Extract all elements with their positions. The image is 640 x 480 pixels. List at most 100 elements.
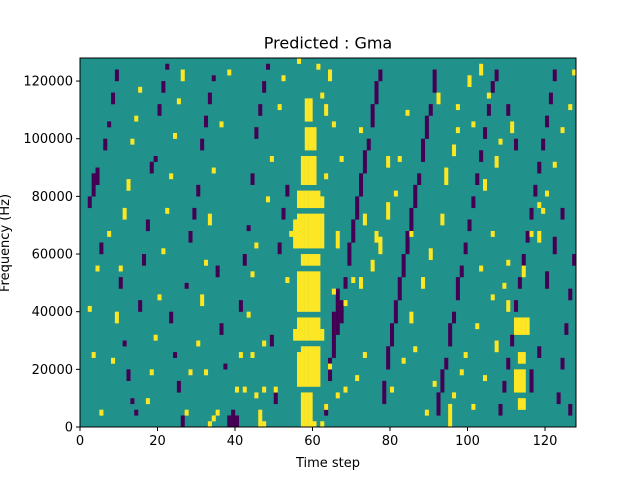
heatmap-cell-low — [192, 207, 197, 220]
heatmap-cell-low — [479, 150, 484, 162]
heatmap-cell-low — [149, 161, 154, 174]
heatmap-cell-high — [273, 386, 278, 393]
heatmap-cell-high — [297, 352, 302, 387]
heatmap-cell-high — [153, 334, 158, 341]
heatmap-cell-high — [331, 288, 336, 295]
heatmap-cell-high — [300, 190, 305, 209]
heatmap-cell-high — [297, 190, 302, 209]
heatmap-cell-high — [300, 271, 305, 312]
heatmap-cell-high — [126, 179, 131, 191]
heatmap-cell-high — [343, 386, 348, 393]
heatmap-cell-high — [308, 190, 313, 209]
heatmap-cell-high — [545, 190, 550, 197]
heatmap-cell-low — [161, 81, 166, 93]
heatmap-cell-high — [494, 156, 499, 168]
heatmap-cell-high — [312, 317, 317, 341]
heatmap-cell-high — [386, 202, 391, 220]
heatmap-cell-high — [568, 104, 573, 111]
heatmap-cell-low — [103, 138, 108, 151]
heatmap-cell-high — [308, 156, 313, 185]
heatmap-cell-low — [107, 121, 112, 128]
heatmap-cell-high — [219, 121, 224, 128]
heatmap-cell-low — [242, 254, 247, 266]
heatmap-cell-high — [370, 259, 375, 272]
heatmap-cell-low — [366, 138, 371, 151]
heatmap-cell-high — [428, 248, 433, 260]
heatmap-cell-high — [374, 230, 379, 243]
heatmap-cell-high — [483, 179, 488, 191]
heatmap-cell-low — [417, 173, 422, 185]
heatmap-cell-low — [184, 282, 189, 289]
heatmap-cell-high — [246, 311, 251, 318]
heatmap-cell-high — [436, 92, 441, 105]
heatmap-cell-low — [421, 138, 426, 162]
heatmap-cell-high — [424, 409, 429, 416]
heatmap-cell-low — [552, 236, 557, 255]
heatmap-cell-low — [188, 230, 193, 243]
heatmap-cell-high — [304, 271, 309, 312]
heatmap-cell-low — [122, 340, 127, 347]
heatmap-cell-high — [161, 248, 166, 255]
heatmap-cell-high — [95, 265, 100, 272]
heatmap-cell-low — [432, 69, 437, 93]
heatmap-cell-low — [359, 173, 364, 197]
heatmap-cell-high — [378, 236, 383, 255]
heatmap-cell-high — [312, 190, 317, 209]
heatmap-cell-low — [521, 254, 526, 266]
heatmap-cell-low — [250, 173, 255, 185]
heatmap-cell-low — [463, 242, 468, 255]
heatmap-cell-high — [304, 98, 309, 122]
heatmap-cell-low — [219, 323, 224, 335]
heatmap-cell-low — [517, 277, 522, 289]
heatmap-cell-high — [188, 369, 193, 376]
heatmap-cell-low — [428, 104, 433, 116]
heatmap-cell-high — [91, 352, 96, 358]
heatmap-cell-low — [95, 167, 100, 185]
heatmap-cell-low — [254, 127, 259, 139]
heatmap-cell-high — [297, 317, 302, 341]
heatmap-cell-low — [169, 311, 174, 324]
heatmap-cell-low — [285, 184, 290, 197]
heatmap-cell-low — [506, 104, 511, 116]
heatmap-cell-high — [308, 213, 313, 249]
heatmap-cell-high — [262, 340, 267, 347]
chart-title: Predicted : Gma — [264, 34, 392, 53]
heatmap-cell-high — [308, 271, 313, 312]
heatmap-cell-high — [351, 277, 356, 284]
heatmap-cell-high — [300, 156, 305, 185]
heatmap-cell-high — [211, 415, 216, 422]
heatmap-cell-high — [490, 230, 495, 237]
heatmap-cell-low — [258, 104, 263, 116]
heatmap-cell-high — [498, 138, 503, 145]
heatmap-cell-low — [211, 75, 216, 82]
heatmap-cell-high — [176, 98, 181, 105]
heatmap-cell-high — [463, 352, 468, 358]
heatmap-cell-high — [250, 271, 255, 278]
heatmap-cell-low — [370, 104, 375, 128]
heatmap-cell-high — [405, 109, 410, 116]
heatmap-cell-low — [506, 357, 511, 370]
heatmap-cell-low — [514, 300, 519, 312]
heatmap-cell-high — [130, 138, 135, 145]
heatmap-cell-high — [328, 363, 333, 370]
heatmap-cell-high — [320, 328, 325, 341]
heatmap-cell-low — [545, 271, 550, 289]
heatmap-cell-high — [514, 369, 519, 393]
heatmap-cell-low — [529, 369, 534, 393]
heatmap-cell-high — [308, 346, 313, 387]
heatmap-cell-high — [320, 213, 325, 249]
heatmap-cell-high — [308, 127, 313, 151]
heatmap-cell-low — [537, 346, 542, 358]
heatmap-cell-high — [362, 213, 367, 226]
heatmap-cell-high — [87, 305, 92, 312]
heatmap-cell-high — [138, 86, 143, 93]
heatmap-cell-high — [238, 352, 243, 358]
heatmap-cell-high — [312, 421, 317, 428]
heatmap-cell-high — [355, 375, 360, 382]
heatmap-cell-high — [312, 254, 317, 266]
heatmap-cell-low — [560, 357, 565, 370]
heatmap-cell-low — [448, 323, 453, 347]
heatmap-cell-low — [552, 69, 557, 82]
x-tick-label: 80 — [382, 434, 399, 449]
